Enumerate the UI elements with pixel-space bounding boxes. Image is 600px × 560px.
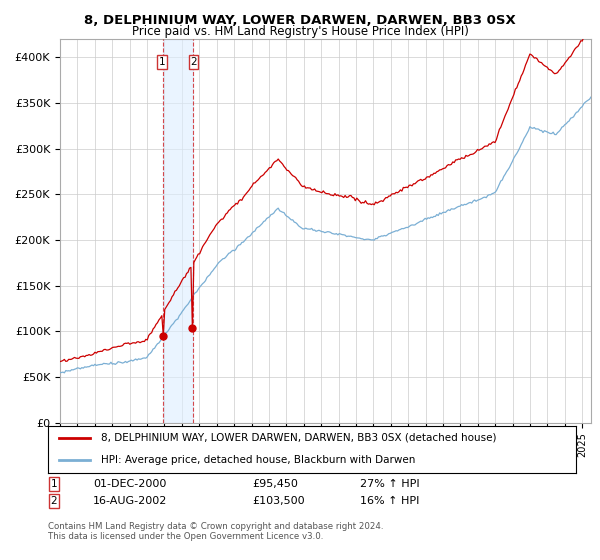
Text: £103,500: £103,500 [252,496,305,506]
Text: 16% ↑ HPI: 16% ↑ HPI [360,496,419,506]
Text: 1: 1 [159,57,166,67]
Text: 2: 2 [190,57,197,67]
Text: 27% ↑ HPI: 27% ↑ HPI [360,479,419,489]
Text: 2: 2 [50,496,58,506]
Text: 8, DELPHINIUM WAY, LOWER DARWEN, DARWEN, BB3 0SX (detached house): 8, DELPHINIUM WAY, LOWER DARWEN, DARWEN,… [101,432,496,442]
Text: Contains HM Land Registry data © Crown copyright and database right 2024.
This d: Contains HM Land Registry data © Crown c… [48,522,383,542]
Text: £95,450: £95,450 [252,479,298,489]
Text: HPI: Average price, detached house, Blackburn with Darwen: HPI: Average price, detached house, Blac… [101,455,415,465]
Text: 8, DELPHINIUM WAY, LOWER DARWEN, DARWEN, BB3 0SX: 8, DELPHINIUM WAY, LOWER DARWEN, DARWEN,… [84,14,516,27]
Bar [163,39,193,423]
Text: 1: 1 [50,479,58,489]
Text: Price paid vs. HM Land Registry's House Price Index (HPI): Price paid vs. HM Land Registry's House … [131,25,469,38]
Text: 01-DEC-2000: 01-DEC-2000 [93,479,166,489]
Text: 16-AUG-2002: 16-AUG-2002 [93,496,167,506]
